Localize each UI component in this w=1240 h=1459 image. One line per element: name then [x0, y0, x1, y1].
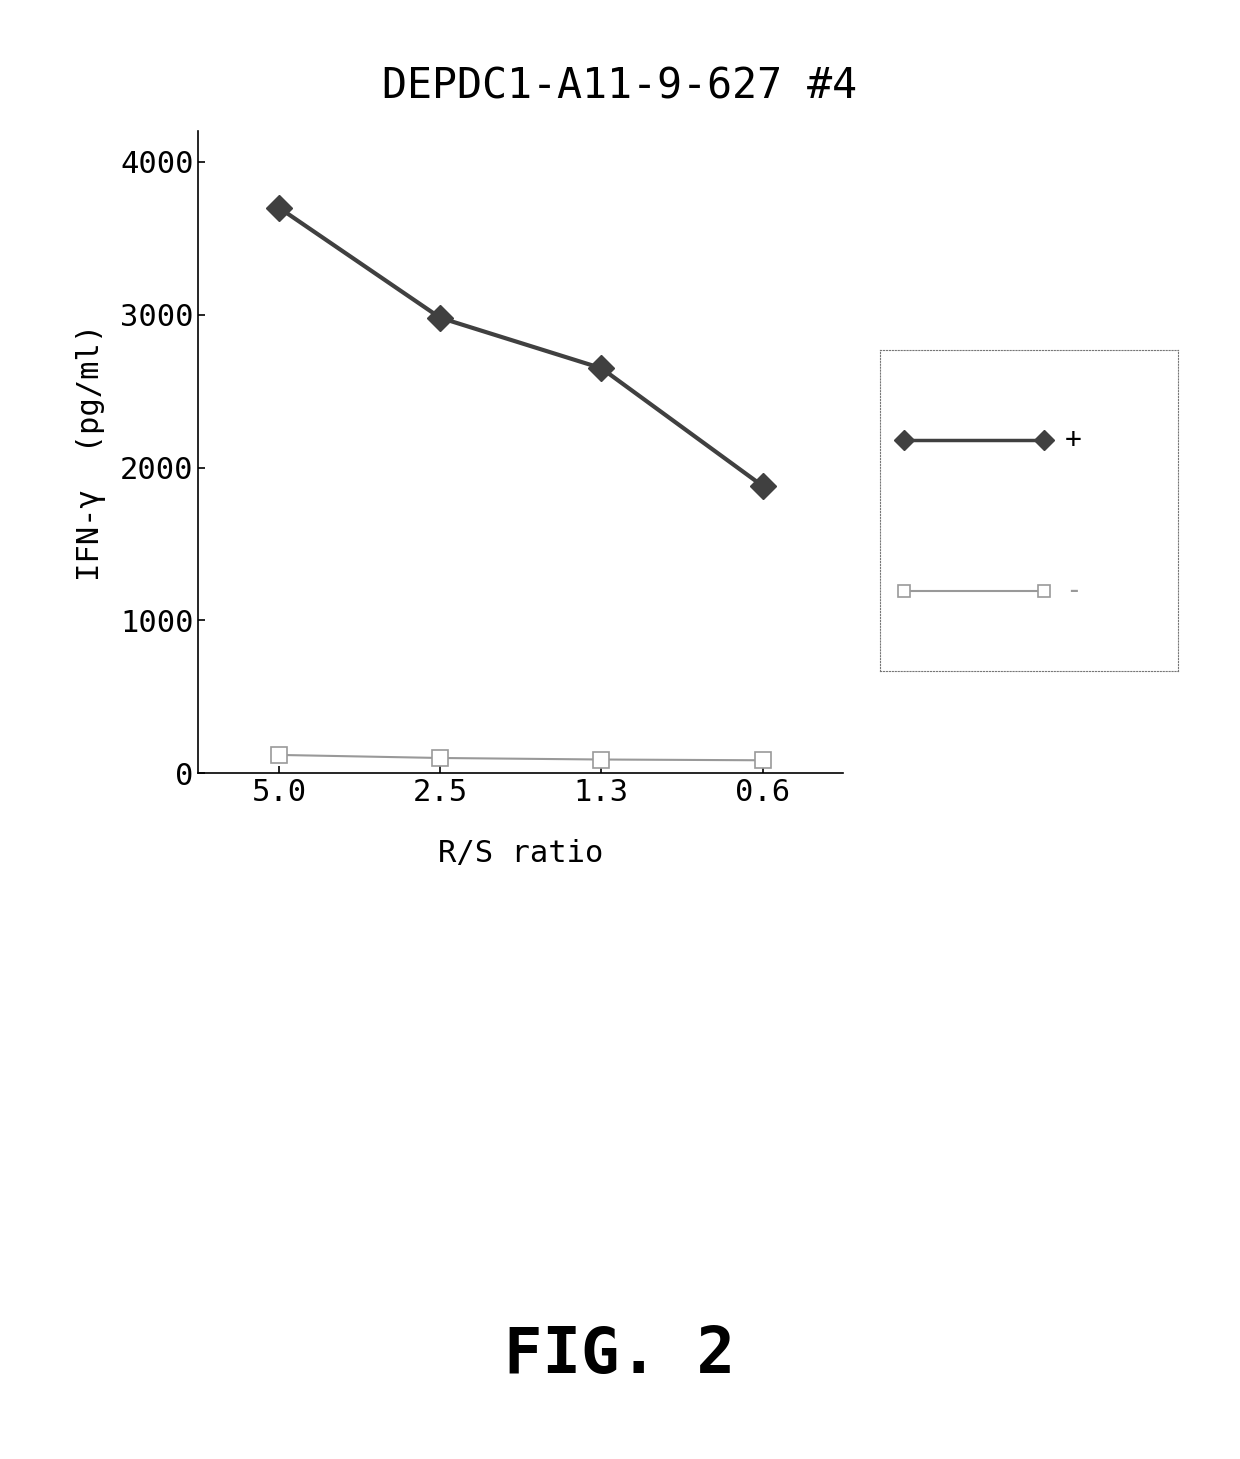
Text: FIG. 2: FIG. 2 — [505, 1325, 735, 1386]
Text: +: + — [1065, 426, 1081, 454]
Text: -: - — [1065, 576, 1081, 605]
Text: DEPDC1-A11-9-627 #4: DEPDC1-A11-9-627 #4 — [382, 66, 858, 108]
Y-axis label: IFN-γ  (pg/ml): IFN-γ (pg/ml) — [76, 324, 107, 581]
Text: R/S ratio: R/S ratio — [438, 839, 604, 868]
